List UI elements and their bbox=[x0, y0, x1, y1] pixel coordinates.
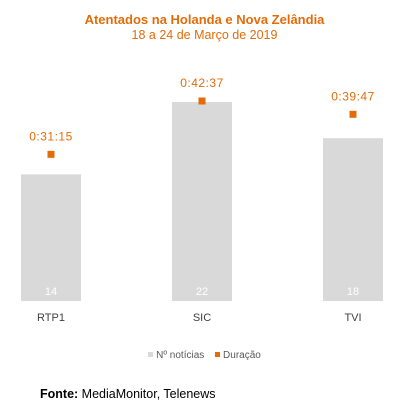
bar-tvi bbox=[323, 138, 383, 301]
marker-label-sic: 0:42:37 bbox=[180, 76, 224, 90]
marker-rtp1 bbox=[47, 150, 55, 158]
bar-label-rtp1: 14 bbox=[45, 286, 57, 298]
marker-label-rtp1: 0:31:15 bbox=[29, 129, 73, 143]
bar-sic bbox=[172, 102, 232, 301]
chart-title: Atentados na Holanda e Nova Zelândia bbox=[84, 12, 325, 27]
chart-legend: Nº notícias Duração bbox=[0, 350, 409, 361]
bar-label-sic: 22 bbox=[196, 286, 208, 298]
marker-sic bbox=[198, 97, 206, 105]
chart-subtitle: 18 a 24 de Março de 2019 bbox=[131, 28, 278, 42]
source-text: MediaMonitor, Telenews bbox=[81, 387, 216, 401]
legend-swatch-bars bbox=[148, 351, 154, 357]
x-tick-label-tvi: TVI bbox=[344, 312, 361, 324]
marker-label-tvi: 0:39:47 bbox=[331, 89, 375, 103]
x-tick-label-rtp1: RTP1 bbox=[37, 312, 65, 324]
legend-label-duration: Duração bbox=[223, 350, 261, 361]
source-label: Fonte: bbox=[40, 387, 79, 401]
legend-entry-duration: Duração bbox=[215, 350, 261, 361]
source-note: Fonte: MediaMonitor, Telenews bbox=[40, 387, 216, 401]
x-tick-label-sic: SIC bbox=[193, 312, 211, 324]
bar-rtp1 bbox=[21, 174, 81, 301]
legend-label-bars: Nº notícias bbox=[156, 350, 205, 361]
chart-plot-area: 14 0:31:15 RTP1 22 0:42:37 SIC 18 0:39:47 TVI bbox=[21, 76, 383, 324]
legend-entry-bars: Nº notícias bbox=[148, 350, 204, 361]
marker-tvi bbox=[349, 110, 357, 118]
bar-label-tvi: 18 bbox=[347, 286, 359, 298]
legend-swatch-duration bbox=[215, 351, 221, 357]
